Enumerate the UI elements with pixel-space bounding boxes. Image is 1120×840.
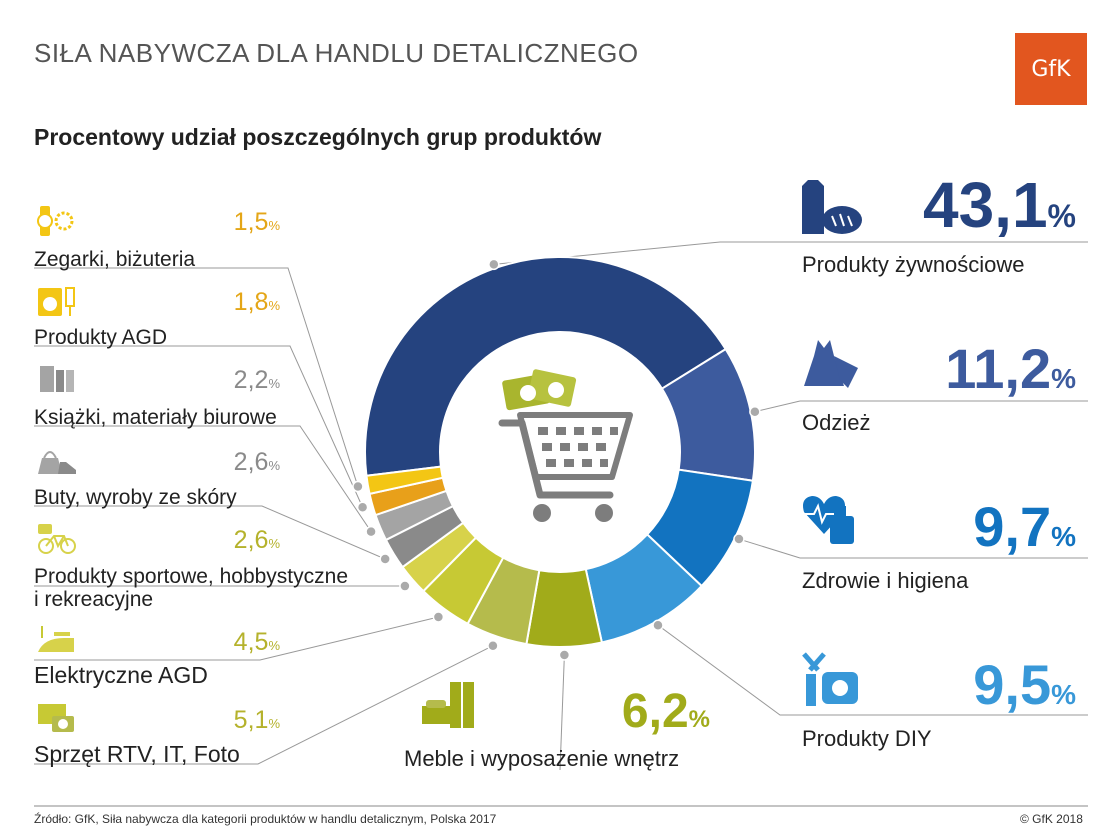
copyright: © GfK 2018 [1020,812,1083,826]
text-rtv: Sprzęt RTV, IT, Foto [34,741,240,767]
label-rtv [34,702,78,741]
leader-dots [352,258,761,661]
leader-line-1 [754,400,801,413]
text-sport: Produkty sportowe, hobbystyczne i rekrea… [34,565,348,611]
bicycle-icon [38,524,76,554]
gfk-logo: GfK [1015,33,1087,105]
text-zdrowie: Zdrowie i higiena [802,568,969,593]
label-agd [34,284,78,323]
leader-line-2 [738,538,801,559]
diy-tools-icon [802,652,858,706]
pct-diy: 9,5% [973,653,1076,716]
pct-zdrowie: 9,7% [973,495,1076,558]
text-odziez: Odzież [802,410,871,435]
leader-dot-3 [652,619,664,631]
text-meble: Meble i wyposażenie wnętrz [404,746,680,771]
text-diy: Produkty DIY [802,726,932,751]
leader-line-4 [559,654,565,771]
leader-dot-11 [352,480,364,493]
leader-dot-1 [749,405,761,418]
pct-zywnosciowe: 43,1% [922,169,1076,241]
source-note: Źródło: GfK, Siła nabywcza dla kategorii… [34,812,497,826]
label-elektryczne [34,624,78,663]
page-title: SIŁA NABYWCZA DLA HANDLU DETALICZNEGO [34,38,639,68]
leader-dot-2 [733,533,745,545]
leader-line-6 [34,616,439,661]
leader-dot-5 [487,639,499,652]
leader-dot-10 [356,501,369,514]
watch-icon [37,206,74,236]
pct-buty: 2,6% [233,448,280,476]
text-ksiazki: Książki, materiały biurowe [34,406,277,429]
shopping-cart-icon [498,369,633,522]
leader-line-8 [34,505,386,560]
pct-meble: 6,2% [621,685,710,738]
label-ksiazki [34,362,78,401]
washing-machine-icon [38,287,75,316]
pct-zegarki: 1,5% [233,208,280,236]
pct-rtv: 5,1% [233,706,280,734]
furniture-icon [422,682,474,728]
text-agd: Produkty AGD [34,326,168,349]
health-icon [802,496,854,544]
books-icon [40,366,74,392]
pct-agd: 1,8% [233,288,280,316]
text-zegarki: Zegarki, biżuteria [34,248,196,271]
leader-dot-7 [399,580,411,592]
leader-dot-9 [365,525,377,538]
donut-slices [364,256,756,648]
leader-line-11 [34,267,359,487]
iron-icon [38,626,74,652]
label-sport [34,522,78,561]
bag-shoe-icon [38,451,76,474]
label-buty [34,444,78,483]
tv-camera-icon [38,704,74,732]
food-icon [802,180,862,234]
pct-sport: 2,6% [233,526,280,554]
leader-line-5 [34,645,494,765]
pct-ksiazki: 2,2% [233,366,280,394]
leader-dot-8 [379,553,391,565]
dress-icon [804,340,858,388]
leader-dot-0 [488,258,500,271]
pct-odziez: 11,2% [945,337,1076,400]
label-zegarki [34,204,78,243]
leader-line-3 [657,624,800,716]
leader-lines [34,241,801,771]
chart-title: Procentowy udział poszczególnych grup pr… [34,124,602,150]
leader-dot-4 [558,649,571,661]
text-zywnosciowe: Produkty żywnościowe [802,252,1025,277]
text-sport-line2: i rekreacyjne [34,588,154,611]
leader-dot-6 [432,611,445,623]
pct-elektryczne: 4,5% [233,628,280,656]
leader-line-10 [34,345,364,508]
text-buty: Buty, wyroby ze skóry [34,486,237,509]
leader-line-9 [34,425,372,532]
text-sport-line1: Produkty sportowe, hobbystyczne [34,565,348,588]
text-elektryczne: Elektryczne AGD [34,662,208,688]
slice-11 [365,465,444,496]
slice-0 [364,256,728,477]
